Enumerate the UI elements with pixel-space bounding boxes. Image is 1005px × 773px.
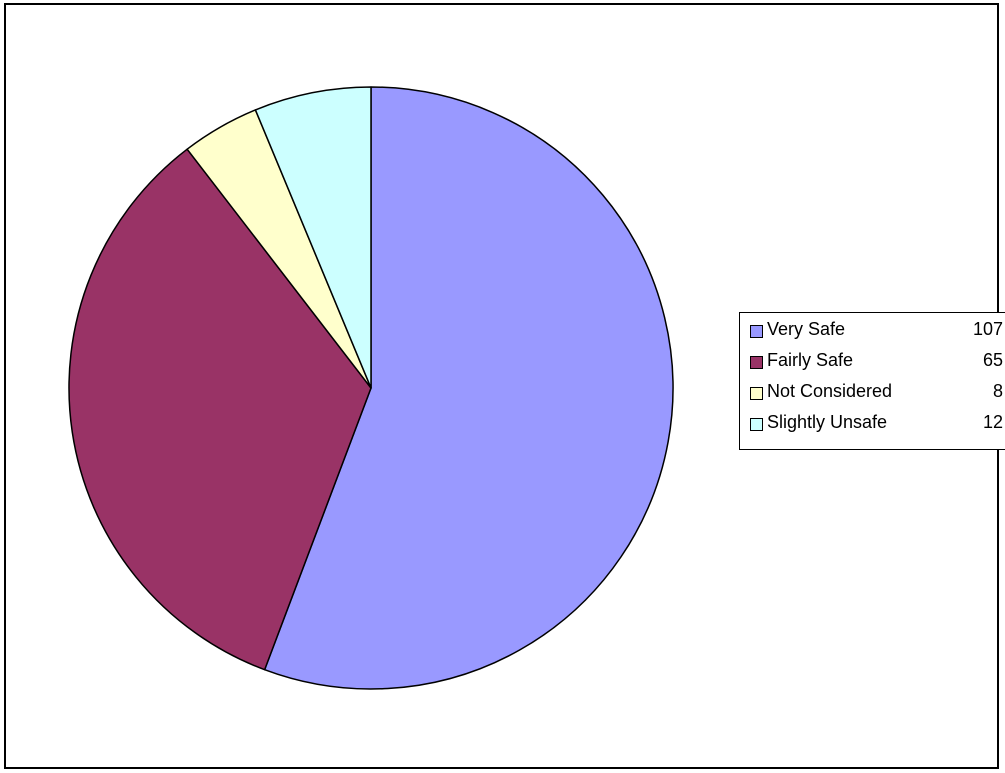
- legend-value-not-considered: 8: [992, 381, 1003, 401]
- pie-slice-fairly-safe: [68, 148, 372, 671]
- legend-item-not-considered: Not Considered 8: [740, 380, 1005, 410]
- legend-swatch-very-safe: [750, 325, 763, 338]
- pie-chart: [68, 86, 674, 690]
- legend-label-fairly-safe: Fairly Safe: [767, 350, 854, 370]
- legend-swatch-fairly-safe: [750, 356, 763, 369]
- pie-slice-slightly-unsafe: [254, 86, 372, 389]
- legend-value-fairly-safe: 65: [982, 350, 1003, 370]
- pie-slice-very-safe: [263, 86, 674, 690]
- legend-label-slightly-unsafe: Slightly Unsafe: [767, 412, 888, 432]
- chart-area: Very Safe 107 Fairly Safe 65 Not Conside…: [4, 3, 1005, 769]
- legend-item-slightly-unsafe: Slightly Unsafe 12: [740, 411, 1005, 441]
- legend-value-slightly-unsafe: 12: [982, 412, 1003, 432]
- legend-swatch-slightly-unsafe: [750, 418, 763, 431]
- legend: Very Safe 107 Fairly Safe 65 Not Conside…: [739, 312, 1005, 450]
- legend-item-fairly-safe: Fairly Safe 65: [740, 349, 1005, 379]
- legend-item-very-safe: Very Safe 107: [740, 318, 1005, 348]
- legend-swatch-not-considered: [750, 387, 763, 400]
- legend-label-very-safe: Very Safe: [767, 319, 846, 339]
- legend-value-very-safe: 107: [972, 319, 1003, 339]
- pie-slices: [68, 86, 674, 690]
- legend-label-not-considered: Not Considered: [767, 381, 893, 401]
